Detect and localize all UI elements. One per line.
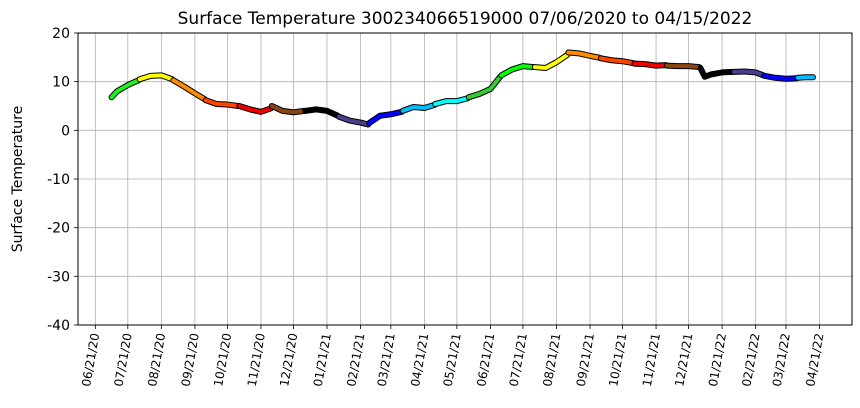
y-tick-label: 20	[52, 26, 70, 42]
y-tick-label: -20	[47, 221, 70, 237]
temperature-line	[762, 73, 799, 81]
x-tick-label: 07/21/21	[507, 332, 530, 388]
temperature-line	[698, 66, 735, 79]
x-tick-label: 06/21/21	[474, 332, 497, 388]
temperature-line	[466, 74, 503, 100]
temperature-line	[400, 103, 437, 113]
x-tick-label: 02/21/22	[739, 332, 762, 388]
temperature-line	[171, 78, 207, 102]
x-tick-label: 03/21/22	[770, 332, 793, 388]
y-tick-label: 10	[52, 75, 70, 91]
temperature-line	[336, 114, 371, 127]
x-tick-label: 06/21/20	[79, 332, 102, 388]
y-axis-label: Surface Temperature	[10, 106, 26, 252]
x-tick-label: 01/21/22	[706, 332, 729, 388]
x-tick-label: 02/21/21	[344, 332, 367, 388]
temperature-line	[109, 78, 141, 100]
x-tick-label: 07/21/20	[112, 332, 135, 388]
temperature-line	[269, 104, 307, 115]
temperature-line	[237, 104, 273, 114]
temperature-line	[203, 98, 241, 108]
temperature-line	[367, 109, 404, 126]
temperature-line	[632, 61, 668, 68]
x-tick-label: 10/21/20	[211, 332, 234, 388]
y-tick-label: -10	[47, 172, 70, 188]
temperature-line	[598, 56, 636, 66]
x-tick-label: 04/21/22	[803, 332, 826, 388]
y-tick-label: 0	[61, 123, 70, 139]
temperature-line	[732, 69, 766, 78]
temperature-line	[499, 64, 536, 78]
temperature-line	[532, 52, 570, 71]
x-tick-label: 08/21/21	[540, 332, 563, 388]
x-tick-label: 01/21/21	[311, 332, 334, 388]
plot-lines	[108, 49, 817, 128]
temperature-line	[566, 50, 602, 60]
x-tick-label: 11/21/20	[245, 332, 268, 388]
y-tick-label: -40	[47, 318, 70, 334]
x-tick-label: 12/21/21	[672, 332, 695, 388]
x-tick-label: 08/21/20	[145, 332, 168, 388]
x-tick-label: 11/21/21	[640, 332, 663, 388]
x-tick-label: 10/21/21	[606, 332, 629, 388]
x-tick-label: 09/21/20	[179, 332, 202, 388]
temperature-line	[303, 107, 340, 118]
y-tick-label: -30	[47, 269, 70, 285]
temperature-line	[137, 73, 175, 82]
grid	[78, 32, 852, 326]
x-tick-label: 05/21/21	[441, 332, 464, 388]
x-tick-label: 03/21/21	[375, 332, 398, 388]
x-tick-label: 09/21/21	[574, 332, 597, 388]
temperature-line	[433, 96, 470, 107]
x-tick-label: 04/21/21	[408, 332, 431, 388]
x-tick-label: 12/21/20	[277, 332, 300, 388]
chart-title: Surface Temperature 300234066519000 07/0…	[178, 9, 753, 29]
temperature-line	[664, 63, 702, 70]
